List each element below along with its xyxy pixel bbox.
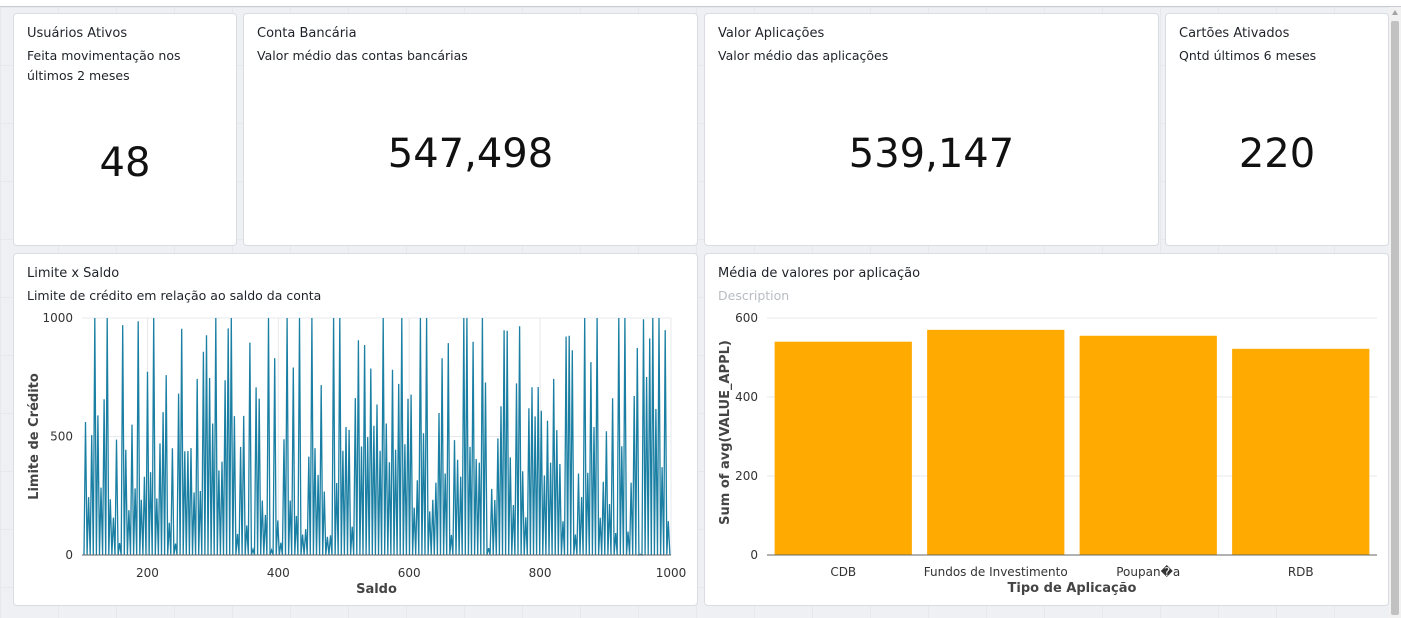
x-tick-label: Poupan�a (1116, 565, 1180, 579)
kpi-title: Valor Aplicações (718, 26, 825, 41)
y-axis-label: Limite de Crédito (27, 373, 42, 500)
y-axis-label: Sum of avg(VALUE_APPL) (718, 340, 733, 525)
y-tick-label: 200 (735, 469, 758, 483)
kpi-subtitle: Valor médio das aplicações (718, 46, 888, 66)
y-tick-label: 0 (750, 548, 758, 562)
chart-card-average-by-application[interactable]: Média de valores por aplicação Descripti… (704, 253, 1389, 606)
chart-description: Description (718, 288, 790, 303)
x-tick-label: 600 (398, 566, 421, 580)
kpi-subtitle: Valor médio das contas bancárias (257, 46, 468, 66)
x-axis-label: Saldo (356, 582, 397, 597)
y-tick-label: 600 (735, 311, 758, 325)
window-top-border (0, 0, 1401, 7)
kpi-subtitle-line: Valor médio das contas bancárias (257, 48, 468, 63)
y-tick-label: 1000 (42, 311, 73, 325)
x-axis-label: Tipo de Aplicação (1008, 581, 1137, 596)
kpi-value: 48 (99, 140, 151, 186)
line-chart[interactable]: 0 500 1000 200 400 600 800 1000 Saldo Limite de C… (14, 254, 699, 607)
x-tick-label: 200 (136, 566, 159, 580)
bar-2 (1079, 335, 1217, 555)
kpi-card-activated-cards[interactable]: Cartões Ativados Qntd últimos 6 meses 22… (1165, 13, 1389, 246)
kpi-subtitle-line: últimos 2 meses (27, 68, 130, 83)
kpi-subtitle-line: Valor médio das aplicações (718, 48, 889, 63)
kpi-card-applications-value[interactable]: Valor Aplicações Valor médio das aplicaç… (704, 13, 1159, 246)
scrollbar-thumb[interactable] (1391, 21, 1399, 615)
kpi-subtitle: Qntd últimos 6 meses (1179, 46, 1316, 66)
kpi-subtitle: Feita movimentação nos últimos 2 meses (27, 46, 181, 86)
bar-3 (1232, 348, 1370, 555)
kpi-title: Conta Bancária (257, 26, 357, 41)
kpi-card-bank-account[interactable]: Conta Bancária Valor médio das contas ba… (243, 13, 698, 246)
bar-0 (774, 341, 912, 555)
y-tick-label: 500 (50, 430, 73, 444)
kpi-value: 220 (1238, 131, 1316, 177)
kpi-title: Usuários Ativos (27, 26, 128, 41)
y-tick-label: 400 (735, 390, 758, 404)
x-tick-label: 800 (529, 566, 552, 580)
x-tick-label: CDB (830, 565, 856, 579)
bar-1 (927, 329, 1065, 555)
kpi-value: 539,147 (848, 131, 1015, 177)
x-tick-label: RDB (1288, 565, 1314, 579)
y-tick-label: 0 (65, 548, 73, 562)
x-tick-label: Fundos de Investimento (924, 565, 1068, 579)
chart-card-limit-vs-balance[interactable]: Limite x Saldo Limite de crédito em rela… (13, 253, 698, 606)
line-series (83, 317, 671, 557)
kpi-subtitle-line: Feita movimentação nos (27, 48, 181, 63)
x-tick-label: 400 (267, 566, 290, 580)
chart-title: Limite x Saldo (27, 266, 120, 281)
scroll-up-arrow-icon[interactable] (1392, 10, 1398, 15)
bar-chart[interactable]: 0 200 400 600 CDB Fundos de Investimento Poupa… (705, 254, 1390, 607)
kpi-value: 547,498 (387, 131, 554, 177)
vertical-scrollbar[interactable] (1389, 7, 1401, 618)
chart-subtitle: Limite de crédito em relação ao saldo da… (27, 288, 322, 303)
x-tick-label: 1000 (656, 566, 687, 580)
kpi-title: Cartões Ativados (1179, 26, 1290, 41)
chart-title: Média de valores por aplicação (718, 266, 921, 281)
kpi-subtitle-line: Qntd últimos 6 meses (1179, 48, 1317, 63)
kpi-card-active-users[interactable]: Usuários Ativos Feita movimentação nos ú… (13, 13, 237, 246)
